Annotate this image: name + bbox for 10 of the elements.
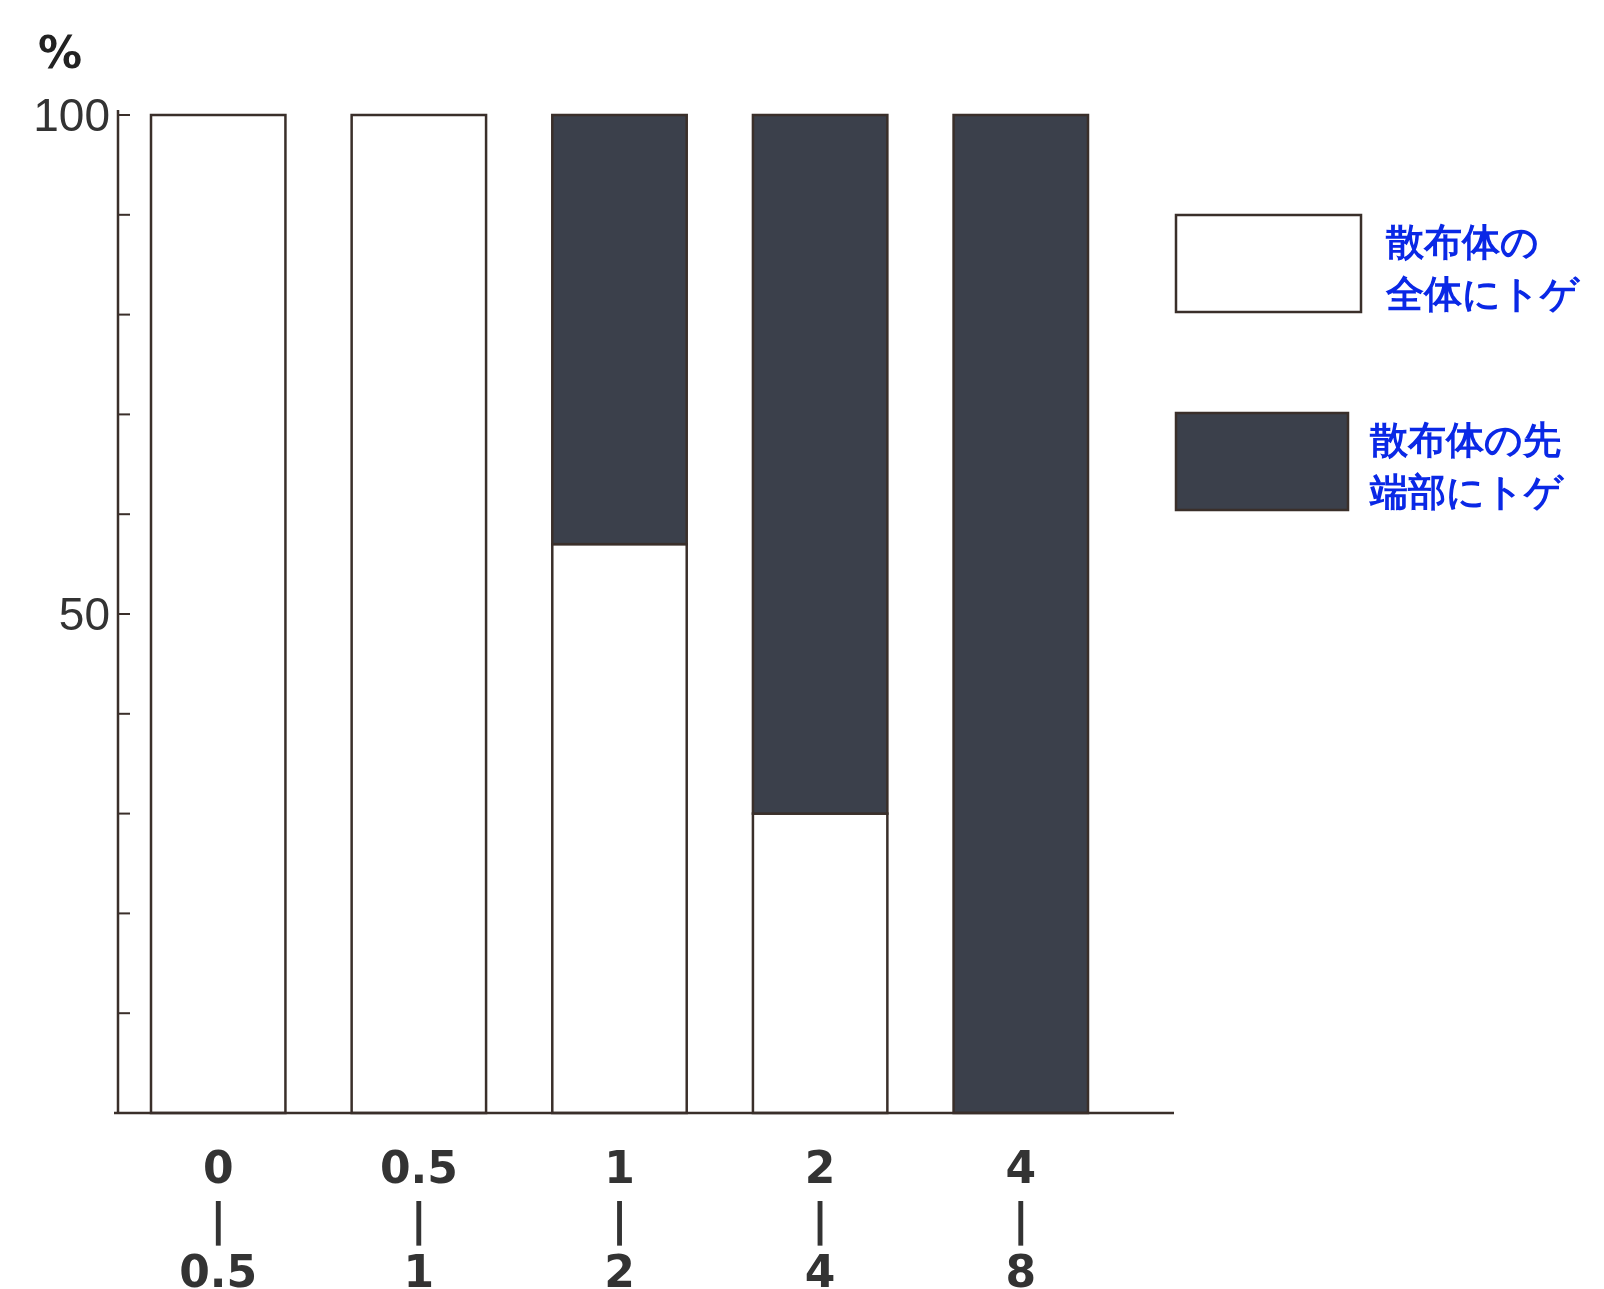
x-tick-label: 0.5 | 1 bbox=[379, 1142, 458, 1289]
text: 散布体の全体にトゲ bbox=[1385, 220, 1581, 316]
y-tick-label: 50 bbox=[58, 588, 110, 641]
x-tick-label: 1 | 2 bbox=[604, 1142, 635, 1289]
x-tick-label: 4 | 8 bbox=[1005, 1142, 1037, 1289]
y-axis-title: % bbox=[38, 27, 83, 78]
y-tick-label: 100 bbox=[33, 89, 110, 142]
x-tick-label: 0 | 0.5 bbox=[179, 1142, 258, 1289]
x-tick-label: 2 | 4 bbox=[804, 1142, 836, 1289]
text: 散布体の先端部にトゲ bbox=[1368, 418, 1565, 514]
